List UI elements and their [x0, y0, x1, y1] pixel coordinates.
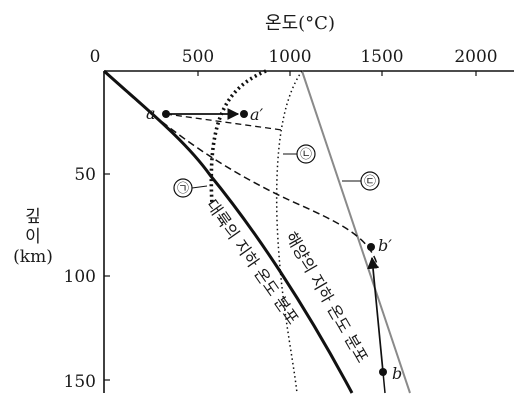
point-a-dot [162, 110, 170, 118]
marker-circle-3: ㉢ [342, 171, 380, 191]
point-b-dot [379, 368, 387, 376]
y-tick-50: 50 [74, 165, 96, 185]
marker-circle-1: ㉠ [173, 178, 208, 198]
arrow-b-to-b-prime [367, 256, 384, 373]
point-b-prime-label: b′ [378, 236, 392, 255]
marker-circle-2: ㉡ [283, 144, 316, 164]
x-tick-2000: 2000 [454, 47, 497, 67]
curve-b-dotted [275, 70, 303, 394]
guide-line-a [165, 113, 283, 131]
line-c-gray [301, 70, 411, 394]
y-axis-title-line-1: 깊 [25, 207, 41, 227]
continental-curve-label: 대륙의 지하 온도 분포 [202, 196, 302, 328]
marker-circle-3-label: ㉢ [364, 174, 376, 188]
continental-geotherm-curve [102, 69, 354, 394]
y-tick-100: 100 [64, 267, 96, 287]
point-a-label: a [146, 104, 156, 123]
point-a-prime-label: a′ [250, 105, 264, 124]
x-axis-title: 온도(°C) [265, 13, 335, 34]
x-tick-500: 500 [182, 47, 214, 67]
oceanic-geotherm-curve [103, 70, 379, 269]
point-b-label: b [392, 364, 402, 383]
point-b-prime-dot [367, 243, 375, 251]
point-a-prime-dot [240, 110, 248, 118]
curve-a-dotted [209, 69, 267, 206]
marker-circle-1-label: ㉠ [177, 181, 189, 195]
x-tick-1000: 1000 [268, 47, 311, 67]
marker-circle-2-label: ㉡ [300, 147, 312, 161]
y-axis-title-line-2: 이 [25, 227, 41, 247]
x-tick-1500: 1500 [360, 47, 403, 67]
x-tick-0: 0 [90, 47, 101, 67]
y-tick-150: 150 [64, 372, 96, 392]
y-axis-title-line-3: (km) [13, 247, 53, 267]
